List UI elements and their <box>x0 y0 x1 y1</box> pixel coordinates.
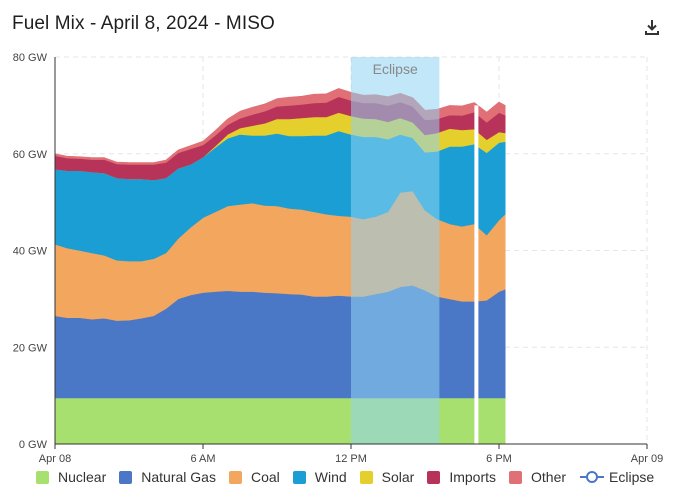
y-tick-label: 20 GW <box>13 342 48 354</box>
x-tick-label: 6 AM <box>190 453 215 465</box>
y-tick-label: 60 GW <box>13 149 48 161</box>
eclipse-band <box>351 57 440 444</box>
y-tick-label: 0 GW <box>19 439 48 451</box>
axes: 0 GW 20 GW 40 GW 60 GW 80 GW Apr 08 6 AM 12 PM 6… <box>13 52 663 465</box>
legend-item-other[interactable]: Other <box>509 469 566 485</box>
x-tick-label: 6 PM <box>486 453 512 465</box>
legend-swatch <box>119 470 133 484</box>
legend-item-nuclear[interactable]: Nuclear <box>36 469 106 485</box>
legend-item-wind[interactable]: Wind <box>292 469 347 485</box>
y-tick-label: 40 GW <box>13 246 48 258</box>
download-icon <box>645 20 659 35</box>
area-other <box>54 88 506 165</box>
legend-label: Imports <box>449 469 497 485</box>
legend-label: Other <box>531 469 567 485</box>
legend-swatch <box>509 470 523 484</box>
x-tick-label: 12 PM <box>335 453 367 465</box>
legend-item-coal[interactable]: Coal <box>228 469 280 485</box>
annotations: Eclipse <box>351 57 479 444</box>
legend-swatch <box>292 470 306 484</box>
legend-label: Eclipse <box>609 469 655 485</box>
download-button[interactable] <box>641 16 663 38</box>
legend-item-natural-gas[interactable]: Natural Gas <box>119 469 216 485</box>
legend-swatch <box>228 470 242 484</box>
legend-label: Nuclear <box>58 469 107 485</box>
y-tick-label: 80 GW <box>13 52 48 64</box>
x-tick-label: Apr 08 <box>39 453 71 465</box>
legend: Nuclear Natural Gas Coal Wind Solar Imports Ot… <box>36 466 667 488</box>
legend-item-imports[interactable]: Imports <box>427 469 496 485</box>
x-tick-label: Apr 09 <box>631 453 663 465</box>
legend-label: Solar <box>381 469 415 485</box>
eclipse-marker-icon <box>580 471 605 483</box>
page-title: Fuel Mix - April 8, 2024 - MISO <box>12 13 275 34</box>
legend-label: Wind <box>314 469 347 485</box>
legend-swatch <box>427 470 441 484</box>
legend-label: Natural Gas <box>141 469 216 485</box>
legend-label: Coal <box>250 469 280 485</box>
legend-swatch <box>36 470 49 484</box>
eclipse-band-label: Eclipse <box>373 61 418 77</box>
legend-swatch <box>359 470 373 484</box>
legend-item-solar[interactable]: Solar <box>359 469 415 485</box>
legend-item-eclipse[interactable]: Eclipse <box>579 469 654 485</box>
